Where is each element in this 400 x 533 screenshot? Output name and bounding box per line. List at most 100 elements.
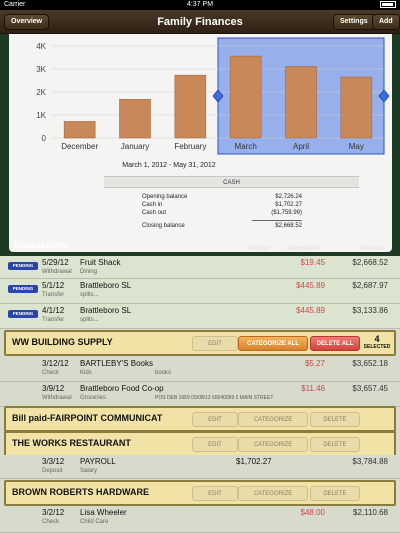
row-date: 5/29/12	[42, 258, 69, 267]
payee-group-header[interactable]: BROWN ROBERTS HARDWARE EDIT CATEGORIZE D…	[4, 480, 396, 506]
range-handle[interactable]	[212, 89, 224, 103]
table-row[interactable]: 3/3/12 PAYROLL Deposit Salary $1,702.27 …	[0, 455, 400, 479]
row-subcategory: books	[155, 370, 172, 376]
cash-value: $2,726.24	[275, 194, 302, 200]
cash-label: Cash in	[142, 202, 163, 208]
row-category: Groceries	[80, 395, 107, 401]
transaction-list[interactable]: PENDING 5/29/12 Fruit Shack Withdrawal D…	[0, 256, 400, 533]
cash-label: Opening balance	[142, 194, 188, 200]
x-tick-label: April	[293, 142, 309, 151]
y-tick-label: 0	[42, 134, 47, 143]
cash-header: CASH	[104, 176, 359, 188]
table-row[interactable]: PENDING 5/1/12 Brattleboro SL Transfer s…	[0, 279, 400, 304]
row-payee: Brattleboro SL	[80, 306, 132, 315]
row-payee: PAYROLL	[80, 457, 116, 466]
delete-button[interactable]: DELETE	[310, 437, 360, 452]
bar	[285, 66, 317, 139]
cash-value: $2,668.52	[275, 223, 302, 229]
row-payee: Brattleboro SL	[80, 281, 132, 290]
cash-row-in: Cash in $1,702.27	[142, 202, 302, 211]
range-handle[interactable]	[378, 89, 390, 103]
row-balance: $3,657.45	[352, 384, 388, 393]
edit-button[interactable]: EDIT	[192, 437, 238, 452]
row-type: Check	[42, 519, 60, 525]
bar	[174, 74, 207, 139]
row-payee: Brattleboro Food Co-op	[80, 384, 164, 393]
delete-all-button[interactable]: DELETE ALL	[310, 336, 360, 351]
row-type: Deposit	[42, 468, 63, 474]
row-type: Check	[42, 370, 60, 376]
group-name: Bill paid-FAIRPOINT COMMUNICAT	[12, 413, 163, 423]
group-name: WW BUILDING SUPPLY	[12, 337, 113, 347]
selected-number: 4	[374, 334, 380, 344]
row-type: Withdrawal	[42, 269, 72, 275]
bar	[340, 76, 373, 139]
row-withdrawal: $5.27	[304, 359, 325, 368]
row-category: Child Care	[80, 519, 109, 525]
cash-row-out: Cash out ($1,759.99)	[142, 210, 302, 219]
cash-label: Cash out	[142, 210, 167, 216]
delete-button[interactable]: DELETE	[310, 412, 360, 427]
x-tick-label: May	[349, 142, 364, 151]
table-row[interactable]: PENDING 4/1/12 Brattleboro SL Transfer s…	[0, 304, 400, 329]
chart-paper: 0 1K 2K 3K 4K December January February March Apr…	[9, 34, 392, 252]
table-row[interactable]: 3/2/12 Lisa Wheeler Check Child Care $48…	[0, 506, 400, 533]
row-withdrawal: $11.46	[301, 384, 325, 393]
edit-button[interactable]: EDIT	[192, 336, 238, 351]
summary-panel: 0 1K 2K 3K 4K December January February March Apr…	[0, 34, 400, 256]
payee-group-header[interactable]: WW BUILDING SUPPLY EDIT CATEGORIZE ALL D…	[4, 330, 396, 356]
row-category: Salary	[80, 468, 98, 474]
categorize-button[interactable]: CATEGORIZE	[238, 486, 308, 501]
edit-button[interactable]: EDIT	[192, 412, 238, 427]
delete-button[interactable]: DELETE	[310, 486, 360, 501]
clock: 4:37 PM	[186, 1, 214, 8]
bar	[229, 55, 262, 139]
cash-value: ($1,759.99)	[271, 210, 302, 216]
payee-group-header[interactable]: Bill paid-FAIRPOINT COMMUNICAT EDIT CATE…	[4, 406, 396, 432]
row-memo: POS DEB 1659 03/08/12 60040099 2 MAIN ST…	[155, 395, 274, 401]
edit-button[interactable]: EDIT	[192, 486, 238, 501]
pending-badge: PENDING	[8, 285, 38, 293]
categorize-all-button[interactable]: CATEGORIZE ALL	[238, 336, 308, 351]
y-tick-label: 2K	[36, 88, 46, 97]
row-withdrawal: $445.89	[296, 281, 325, 290]
table-row[interactable]: PENDING 5/29/12 Fruit Shack Withdrawal D…	[0, 256, 400, 279]
settings-button[interactable]: Settings	[333, 14, 375, 30]
row-balance: $3,652.18	[352, 359, 388, 368]
row-withdrawal: $48.00	[300, 508, 325, 517]
add-button[interactable]: Add	[372, 14, 400, 30]
row-date: 3/12/12	[42, 359, 69, 368]
row-date: 5/1/12	[42, 281, 65, 290]
bar-chart[interactable]: 0 1K 2K 3K 4K December January February March Apr…	[9, 34, 392, 174]
row-date: 3/3/12	[42, 457, 65, 466]
payee-group-header[interactable]: THE WORKS RESTAURANT EDIT CATEGORIZE DEL…	[4, 431, 396, 457]
selected-count: 4 SELECTED	[358, 334, 396, 350]
row-type: Withdrawal	[42, 395, 72, 401]
y-tick-label: 4K	[36, 42, 46, 51]
pending-badge: PENDING	[8, 310, 38, 318]
x-tick-label: March	[235, 142, 257, 151]
row-type: Transfer	[42, 292, 65, 298]
row-deposit: $1,702.27	[236, 457, 272, 466]
selected-label: SELECTED	[363, 344, 391, 350]
row-balance: $3,133.86	[352, 306, 388, 315]
row-withdrawal: $445.89	[296, 306, 325, 315]
bar	[119, 99, 151, 139]
x-tick-label: February	[174, 142, 206, 151]
cash-label: Closing balance	[142, 223, 185, 229]
cash-row-closing: Closing balance $2,668.52	[142, 223, 302, 232]
bar	[63, 121, 96, 139]
pending-badge: PENDING	[8, 262, 38, 270]
row-withdrawal: $19.45	[300, 258, 325, 267]
table-row[interactable]: 3/12/12 BARTLEBY'S Books Check Kids book…	[0, 357, 400, 382]
y-tick-label: 1K	[36, 111, 46, 120]
categorize-button[interactable]: CATEGORIZE	[238, 412, 308, 427]
categorize-button[interactable]: CATEGORIZE	[238, 437, 308, 452]
row-date: 3/9/12	[42, 384, 65, 393]
overview-button[interactable]: Overview	[4, 14, 50, 30]
row-payee: Lisa Wheeler	[80, 508, 127, 517]
row-balance: $2,687.97	[352, 281, 388, 290]
table-row[interactable]: 3/9/12 Brattleboro Food Co-op Withdrawal…	[0, 382, 400, 407]
deposit-column-header: DEPOSIT	[248, 246, 270, 252]
row-type: Transfer	[42, 317, 65, 323]
